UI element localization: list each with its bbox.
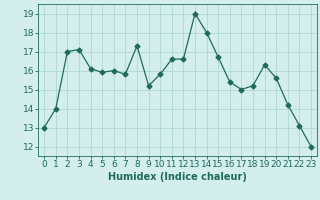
X-axis label: Humidex (Indice chaleur): Humidex (Indice chaleur) (108, 172, 247, 182)
